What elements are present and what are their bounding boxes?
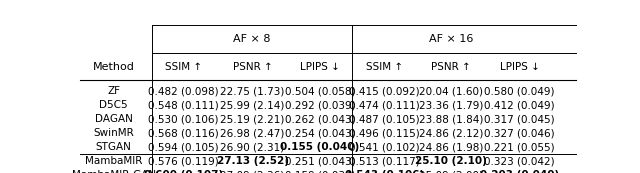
Text: 25.99 (2.14): 25.99 (2.14) [220, 100, 285, 110]
Text: 0.412 (0.049): 0.412 (0.049) [484, 100, 555, 110]
Text: 0.155 (0.040): 0.155 (0.040) [280, 142, 360, 152]
Text: 22.75 (1.73): 22.75 (1.73) [220, 86, 285, 96]
Text: SSIM ↑: SSIM ↑ [164, 62, 202, 72]
Text: PSNR ↑: PSNR ↑ [431, 62, 471, 72]
Text: 0.580 (0.049): 0.580 (0.049) [484, 86, 555, 96]
Text: 0.568 (0.116): 0.568 (0.116) [148, 128, 218, 138]
Text: LPIPS ↓: LPIPS ↓ [499, 62, 540, 72]
Text: 20.04 (1.60): 20.04 (1.60) [419, 86, 483, 96]
Text: 0.487 (0.105): 0.487 (0.105) [349, 114, 420, 124]
Text: 23.36 (1.79): 23.36 (1.79) [419, 100, 483, 110]
Text: 24.86 (1.98): 24.86 (1.98) [419, 142, 483, 152]
Text: AF × 8: AF × 8 [233, 34, 271, 44]
Text: 0.292 (0.039): 0.292 (0.039) [285, 100, 355, 110]
Text: SSIM ↑: SSIM ↑ [366, 62, 403, 72]
Text: 0.251 (0.043): 0.251 (0.043) [285, 156, 355, 166]
Text: 25.09 (2.00): 25.09 (2.00) [419, 170, 483, 173]
Text: 0.474 (0.111): 0.474 (0.111) [349, 100, 420, 110]
Text: 27.13 (2.52): 27.13 (2.52) [216, 156, 289, 166]
Text: 0.482 (0.098): 0.482 (0.098) [148, 86, 218, 96]
Text: 0.548 (0.111): 0.548 (0.111) [148, 100, 218, 110]
Text: 0.262 (0.043): 0.262 (0.043) [285, 114, 355, 124]
Text: Method: Method [93, 62, 134, 72]
Text: 0.415 (0.092): 0.415 (0.092) [349, 86, 420, 96]
Text: 0.513 (0.117): 0.513 (0.117) [349, 156, 420, 166]
Text: DAGAN: DAGAN [95, 114, 132, 124]
Text: PSNR ↑: PSNR ↑ [233, 62, 273, 72]
Text: 0.504 (0.058): 0.504 (0.058) [285, 86, 355, 96]
Text: 0.323 (0.042): 0.323 (0.042) [484, 156, 555, 166]
Text: STGAN: STGAN [96, 142, 132, 152]
Text: 0.543 (0.106): 0.543 (0.106) [345, 170, 424, 173]
Text: 0.327 (0.046): 0.327 (0.046) [484, 128, 555, 138]
Text: 23.88 (1.84): 23.88 (1.84) [419, 114, 483, 124]
Text: AF × 16: AF × 16 [429, 34, 474, 44]
Text: 0.317 (0.045): 0.317 (0.045) [484, 114, 555, 124]
Text: 25.19 (2.21): 25.19 (2.21) [220, 114, 285, 124]
Text: MambaMIR: MambaMIR [85, 156, 143, 166]
Text: 0.576 (0.119): 0.576 (0.119) [148, 156, 218, 166]
Text: 27.09 (2.36): 27.09 (2.36) [221, 170, 285, 173]
Text: 0.530 (0.106): 0.530 (0.106) [148, 114, 218, 124]
Text: 26.90 (2.31): 26.90 (2.31) [221, 142, 285, 152]
Text: 0.541 (0.102): 0.541 (0.102) [349, 142, 420, 152]
Text: 0.600 (0.107): 0.600 (0.107) [143, 170, 223, 173]
Text: D5C5: D5C5 [99, 100, 128, 110]
Text: 0.254 (0.043): 0.254 (0.043) [285, 128, 355, 138]
Text: ZF: ZF [108, 86, 120, 96]
Text: SwinMR: SwinMR [93, 128, 134, 138]
Text: 0.221 (0.055): 0.221 (0.055) [484, 142, 555, 152]
Text: 25.10 (2.10): 25.10 (2.10) [415, 156, 487, 166]
Text: 26.98 (2.47): 26.98 (2.47) [220, 128, 285, 138]
Text: 0.159 (0.034): 0.159 (0.034) [285, 170, 355, 173]
Text: 0.594 (0.105): 0.594 (0.105) [148, 142, 218, 152]
Text: 0.496 (0.115): 0.496 (0.115) [349, 128, 420, 138]
Text: LPIPS ↓: LPIPS ↓ [300, 62, 340, 72]
Text: MambaMIR-GAN: MambaMIR-GAN [72, 170, 156, 173]
Text: 24.86 (2.12): 24.86 (2.12) [419, 128, 483, 138]
Text: 0.203 (0.040): 0.203 (0.040) [480, 170, 559, 173]
